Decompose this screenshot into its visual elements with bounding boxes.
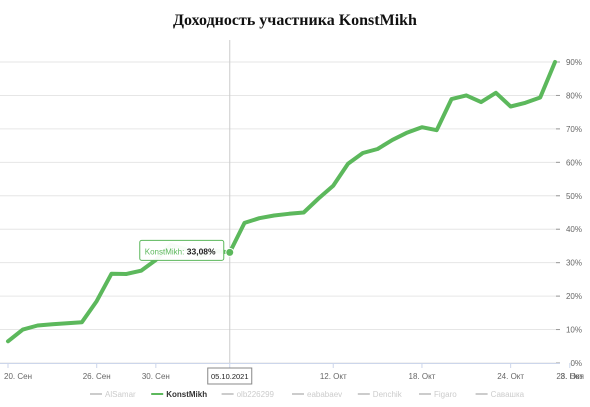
tooltip: KonstMikh: 33,08% 05.10.2021 bbox=[139, 239, 253, 385]
x-tick-label-4: 12. Окт bbox=[320, 372, 347, 381]
legend-item-figaro[interactable]: Figaro bbox=[419, 390, 457, 399]
y-tick-label-10: 10% bbox=[566, 326, 582, 335]
tooltip-bg bbox=[139, 239, 225, 261]
y-tick-label-60: 60% bbox=[566, 158, 582, 167]
legend-item-eababaev[interactable]: eababaev bbox=[292, 390, 342, 399]
legend-label: olb226299 bbox=[237, 390, 275, 399]
tooltip-date-label: 05.10.2021 bbox=[211, 372, 249, 381]
tooltip-box: KonstMikh: 33,08% bbox=[139, 239, 225, 261]
y-tick-label-20: 20% bbox=[566, 292, 582, 301]
y-tick-label-40: 40% bbox=[566, 225, 582, 234]
y-tick-label-0: 0% bbox=[570, 359, 582, 368]
legend-label: Савашка bbox=[491, 390, 525, 399]
y-tick-label-30: 30% bbox=[566, 259, 582, 268]
hover-marker bbox=[225, 247, 235, 257]
x-tick-label-5: 18. Окт bbox=[409, 372, 436, 381]
legend-label: Figaro bbox=[434, 390, 457, 399]
x-tick-label-0: 20. Сен bbox=[4, 372, 32, 381]
legend-label: Denchik bbox=[373, 390, 403, 399]
x-tick-label-1: 26. Сен bbox=[83, 372, 111, 381]
y-tick-label-50: 50% bbox=[566, 192, 582, 201]
x-tick-label-7: 28. Окт bbox=[556, 372, 583, 381]
legend-label: eababaev bbox=[307, 390, 342, 399]
legend-item-савашка[interactable]: Савашка bbox=[475, 390, 525, 399]
legend-label: KonstMikh bbox=[166, 390, 207, 399]
y-tick-label-90: 90% bbox=[566, 58, 582, 67]
y-axis-ticks: 0% 10% 20% 30% 40% 50% 60% 70% 80% 90% bbox=[556, 58, 582, 368]
series-layer bbox=[6, 60, 557, 344]
legend-item-konstmikh[interactable]: KonstMikh bbox=[151, 390, 207, 399]
chart-title: Доходность участника KonstMikh bbox=[173, 12, 417, 29]
tooltip-series-label: KonstMikh: bbox=[145, 247, 185, 256]
legend-item-denchik[interactable]: Denchik bbox=[357, 390, 403, 399]
y-tick-label-80: 80% bbox=[566, 91, 582, 100]
series-line-konstmikh bbox=[6, 60, 557, 344]
x-tick-label-6: 24. Окт bbox=[497, 372, 524, 381]
tooltip-value-label: 33,08% bbox=[187, 246, 216, 256]
legend: AlSamar KonstMikh olb226299 eababaev Denchik… bbox=[90, 390, 525, 399]
tooltip-date-bg bbox=[207, 367, 253, 385]
x-tick-label-2: 30. Сен bbox=[142, 372, 170, 381]
tooltip-date-box: 05.10.2021 bbox=[207, 367, 253, 385]
x-tick-label-8: 3. Ноя bbox=[561, 372, 584, 381]
legend-item-alsamar[interactable]: AlSamar bbox=[90, 390, 136, 399]
legend-item-olb226299[interactable]: olb226299 bbox=[221, 390, 275, 399]
legend-label: AlSamar bbox=[105, 390, 136, 399]
y-tick-label-70: 70% bbox=[566, 125, 582, 134]
